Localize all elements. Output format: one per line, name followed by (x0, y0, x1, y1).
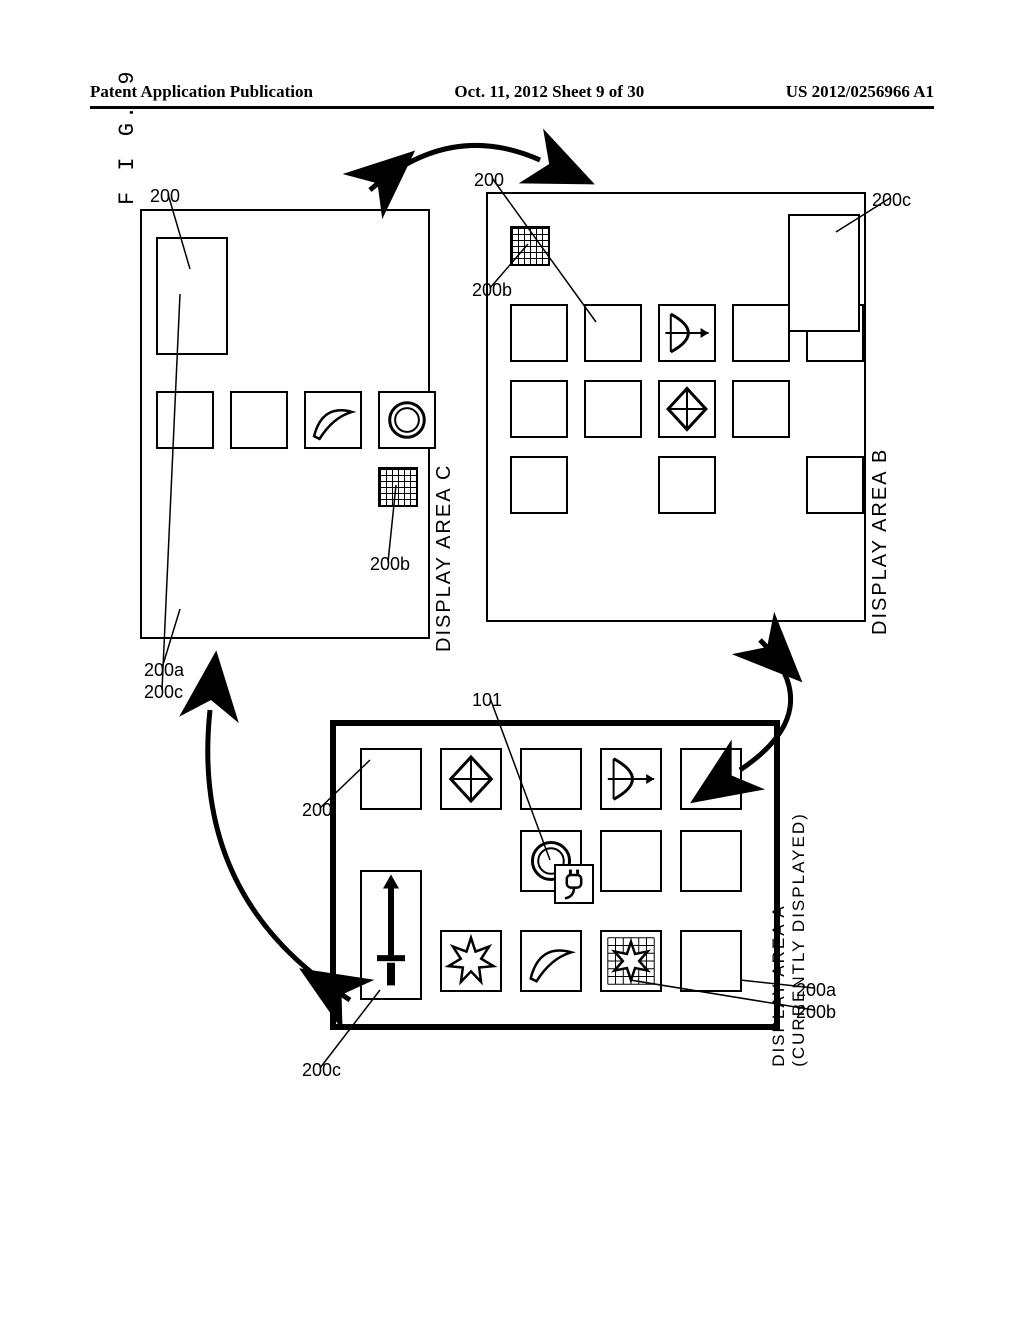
ref-200a: 200a (144, 660, 184, 681)
ref-200: 200 (302, 800, 332, 821)
page: Patent Application Publication Oct. 11, … (0, 0, 1024, 1320)
ref-200: 200 (150, 186, 180, 207)
leadline (320, 990, 380, 1068)
ref-200c: 200c (872, 190, 911, 211)
ref-200b: 200b (472, 280, 512, 301)
ref-200c: 200c (144, 682, 183, 703)
ref-200b: 200b (796, 1002, 836, 1023)
arrow-c_to_b (370, 145, 540, 190)
ref-200b: 200b (370, 554, 410, 575)
leadline (388, 485, 396, 562)
arrow-b_to_a (740, 640, 791, 770)
ref-200: 200 (474, 170, 504, 191)
leadline (162, 294, 180, 690)
ref-200c: 200c (302, 1060, 341, 1081)
ref-101: 101 (472, 690, 502, 711)
leadline (490, 698, 550, 860)
ref-200a: 200a (796, 980, 836, 1001)
arrow-a_to_c (208, 710, 350, 1000)
